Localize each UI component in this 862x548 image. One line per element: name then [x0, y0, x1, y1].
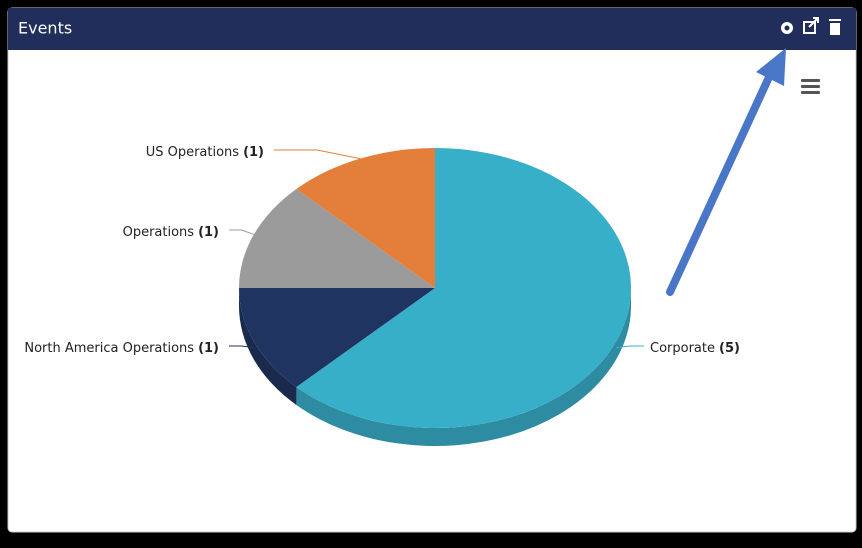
- category-label: US Operations: [146, 145, 240, 160]
- widget-header: [8, 8, 856, 50]
- header-icons: [781, 17, 841, 35]
- value-label: (1): [198, 225, 219, 240]
- annotation-arrow: [666, 48, 786, 296]
- value-label: (1): [243, 145, 264, 160]
- slice: [296, 148, 435, 288]
- data-label: North America Operations (1): [24, 341, 219, 356]
- category-label: Corporate: [650, 341, 715, 356]
- slice-side: [239, 288, 297, 405]
- slice-side: [296, 288, 631, 446]
- data-label: Operations (1): [123, 225, 219, 240]
- data-label: US Operations (1): [146, 145, 264, 160]
- value-label: (5): [719, 341, 740, 356]
- slice: [239, 189, 435, 288]
- category-label: Operations: [123, 225, 195, 240]
- value-label: (1): [198, 341, 219, 356]
- popout-icon[interactable]: [803, 17, 819, 34]
- category-label: North America Operations: [24, 341, 194, 356]
- connector: [229, 229, 255, 235]
- data-label: Corporate (5): [650, 341, 740, 356]
- pie-chart: Corporate (5)North America Operations (1)O…: [24, 145, 740, 446]
- menu-icon[interactable]: [801, 79, 820, 94]
- connector: [616, 345, 644, 349]
- connector: [274, 149, 361, 160]
- connector: [229, 345, 254, 349]
- slice: [239, 288, 435, 387]
- slice: [296, 148, 632, 429]
- delete-icon[interactable]: [829, 19, 841, 35]
- widget-title: Events: [18, 19, 72, 38]
- settings-icon[interactable]: [781, 22, 793, 34]
